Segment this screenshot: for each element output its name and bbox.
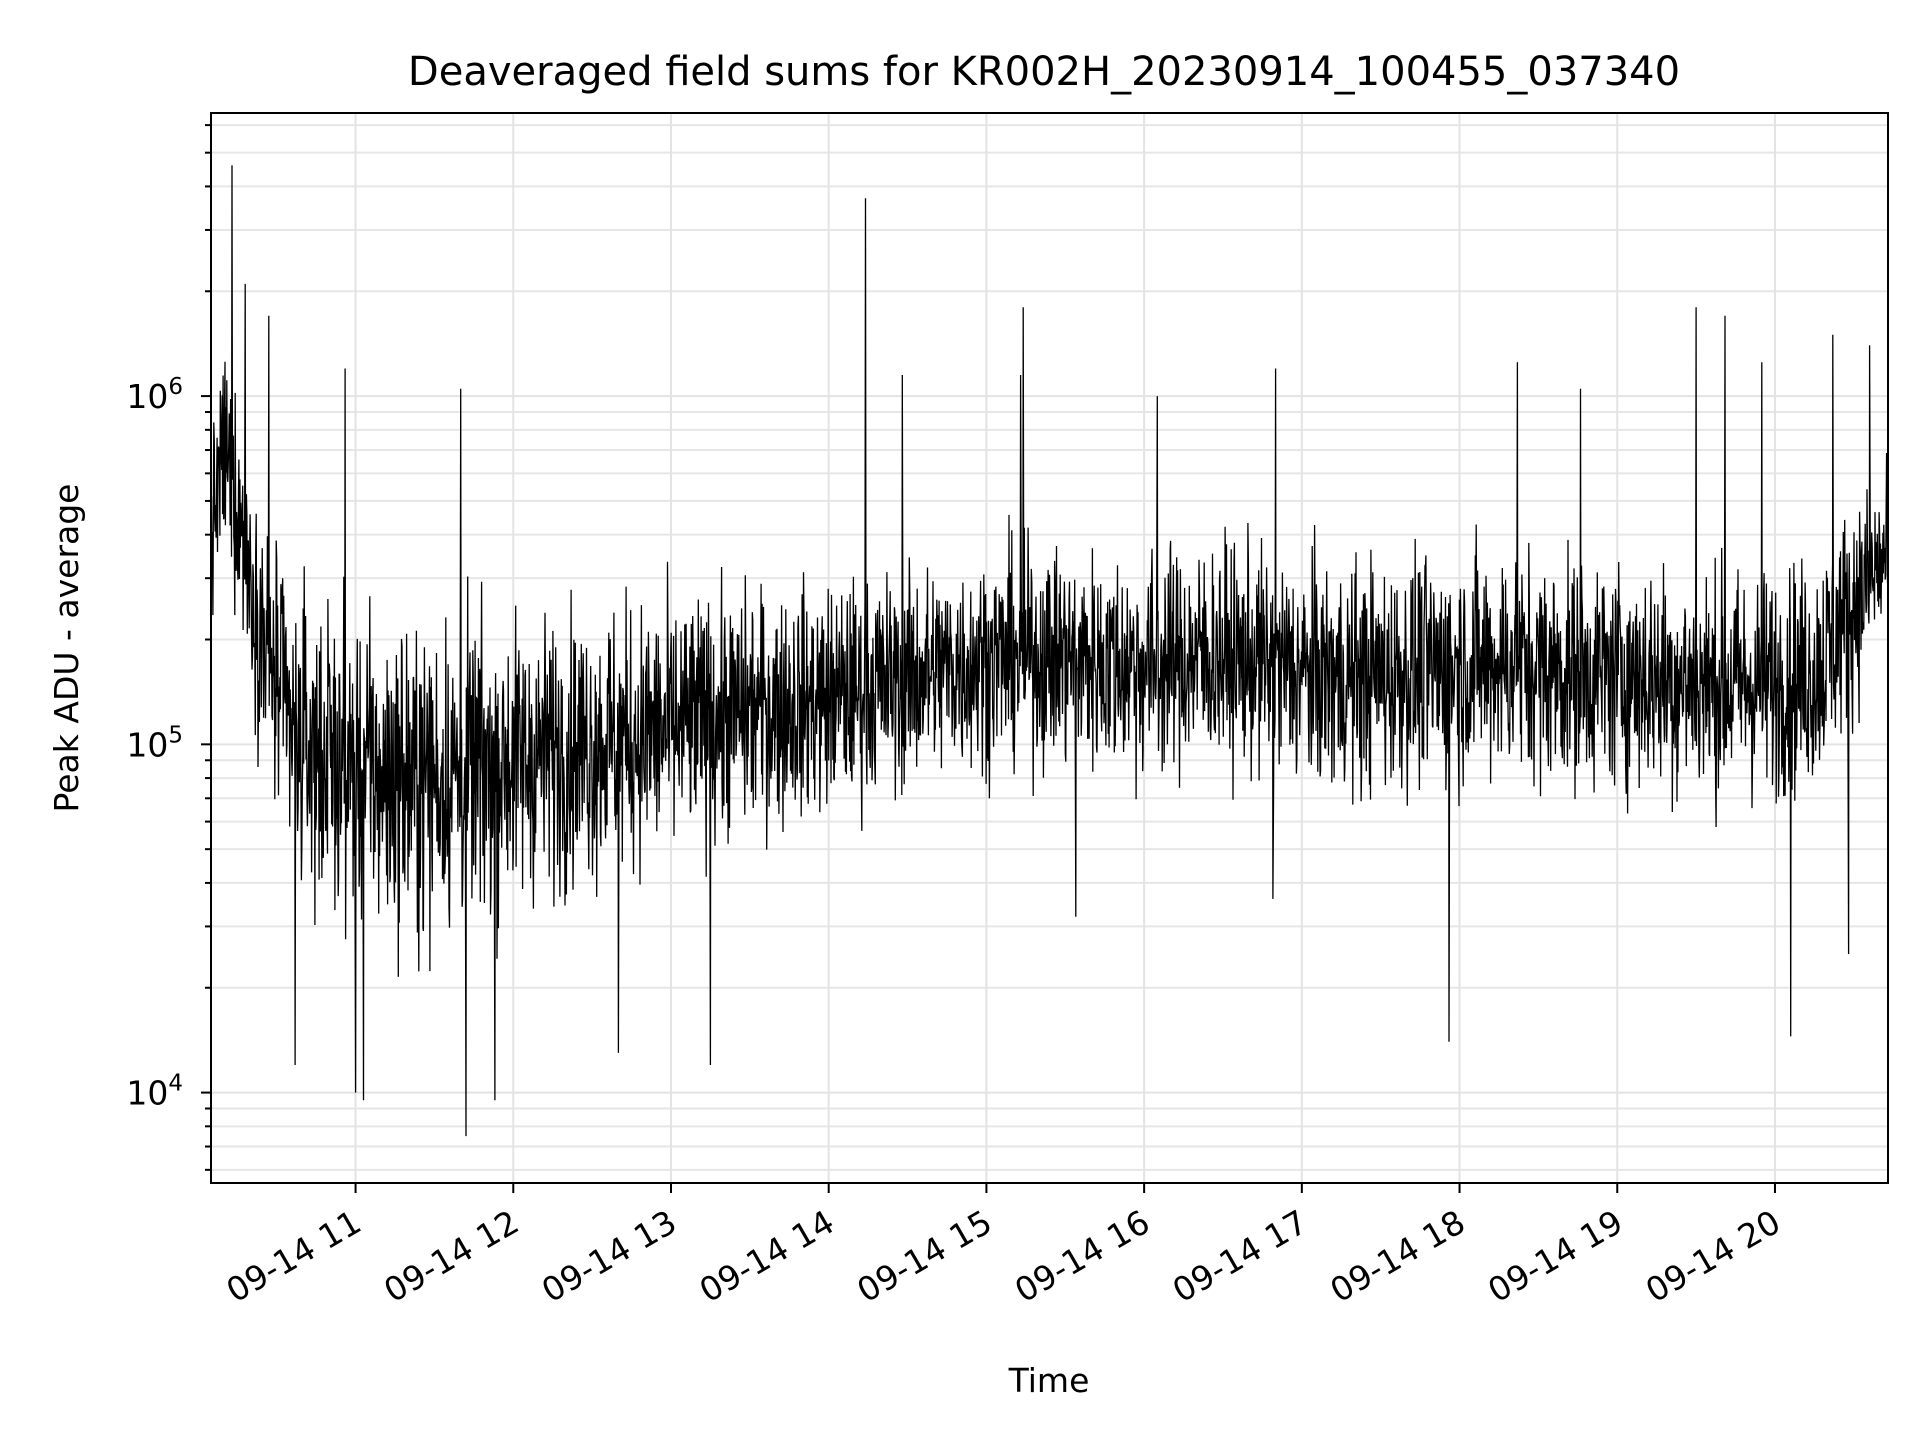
y-tick-label: 105 bbox=[126, 722, 183, 764]
y-tick-exponent: 6 bbox=[168, 374, 183, 400]
y-axis-title: Peak ADU - average bbox=[47, 484, 86, 813]
series-line bbox=[210, 165, 1889, 1137]
y-tick-base: 10 bbox=[126, 1074, 168, 1113]
y-tick-base: 10 bbox=[126, 725, 168, 764]
y-tick-base: 10 bbox=[126, 377, 168, 416]
x-tick-label: 09-14 20 bbox=[1639, 1202, 1787, 1310]
x-tick-label: 09-14 11 bbox=[220, 1202, 368, 1310]
x-tick-label: 09-14 17 bbox=[1166, 1202, 1314, 1310]
y-tick-exponent: 5 bbox=[168, 722, 183, 748]
x-tick-label: 09-14 14 bbox=[693, 1202, 841, 1310]
x-tick-label: 09-14 12 bbox=[377, 1202, 525, 1310]
series-line-layer bbox=[210, 165, 1889, 1137]
x-tick-label: 09-14 19 bbox=[1481, 1202, 1629, 1310]
x-tick-label: 09-14 16 bbox=[1008, 1202, 1156, 1310]
plot-frame bbox=[210, 112, 1889, 1184]
y-tick-label: 104 bbox=[126, 1071, 183, 1113]
x-tick-label: 09-14 15 bbox=[850, 1202, 998, 1310]
x-tick-label: 09-14 18 bbox=[1324, 1202, 1472, 1310]
y-tick-label: 106 bbox=[126, 374, 183, 416]
y-tick-exponent: 4 bbox=[168, 1071, 183, 1097]
x-axis-title: Time bbox=[1008, 1361, 1090, 1400]
chart-title: Deaveraged field sums for KR002H_2023091… bbox=[408, 49, 1680, 95]
x-tick-label: 09-14 13 bbox=[535, 1202, 683, 1310]
x-axis: 09-14 11 09-14 12 09-14 13 09-14 14 09-14 15… bbox=[220, 1183, 1787, 1310]
